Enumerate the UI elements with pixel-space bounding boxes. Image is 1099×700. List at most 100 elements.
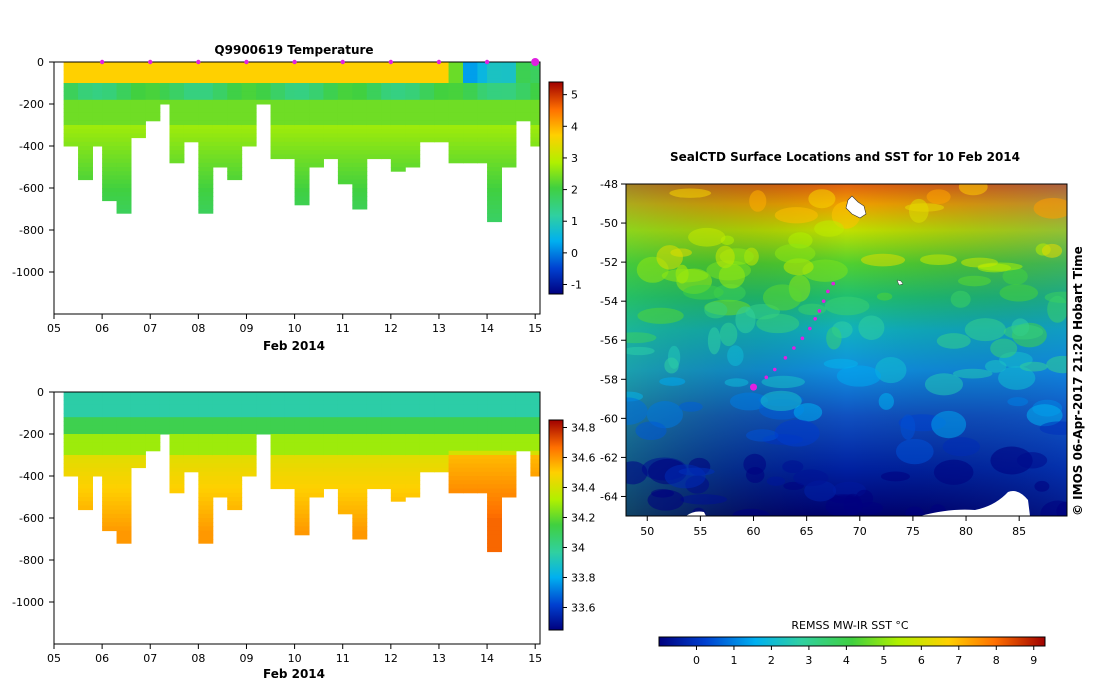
profile-cell — [530, 455, 540, 460]
profile-cell — [323, 455, 339, 460]
profile-cell — [448, 108, 464, 113]
profile-cell — [381, 95, 392, 101]
profile-cell — [198, 171, 214, 176]
track-point — [792, 346, 796, 350]
profile-cell — [309, 463, 324, 469]
profile-cell — [366, 429, 382, 435]
profile-cell — [227, 480, 243, 485]
profile-cell — [116, 530, 132, 536]
profile-cell — [227, 408, 243, 414]
profile-cell — [169, 463, 185, 469]
x-tick-label: 06 — [95, 322, 109, 335]
profile-cell — [294, 104, 310, 109]
profile-cell — [227, 467, 243, 473]
profile-cell — [405, 133, 421, 139]
profile-cell — [434, 413, 450, 418]
profile-cell — [366, 129, 382, 134]
lon-tick-label: 50 — [640, 525, 654, 538]
profile-cell — [530, 429, 540, 435]
profile-cell — [159, 417, 170, 422]
profile-cell — [309, 442, 324, 448]
profile-cell — [227, 471, 243, 477]
colorbar-tick-label: 5 — [571, 89, 578, 102]
profile-cell — [501, 158, 517, 164]
profile-cell — [515, 70, 531, 76]
profile-cell — [352, 438, 368, 443]
profile-cell — [390, 91, 406, 97]
profile-cell — [515, 404, 531, 410]
profile-cell — [352, 137, 368, 143]
sst-patch — [1046, 355, 1067, 374]
profile-cell — [130, 99, 146, 105]
profile-cell — [227, 488, 243, 494]
profile-cell — [92, 120, 103, 126]
profile-cell — [487, 116, 503, 122]
profile-cell — [130, 413, 146, 418]
profile-cell — [169, 99, 185, 105]
profile-cell — [227, 95, 243, 101]
profile-cell — [212, 104, 228, 109]
profile-cell — [352, 492, 368, 498]
profile-cell — [145, 104, 161, 109]
profile-cell — [116, 78, 132, 84]
profile-cell — [487, 120, 503, 126]
profile-cell — [241, 450, 257, 456]
profile-cell — [352, 505, 368, 511]
profile-cell — [241, 91, 257, 97]
profile-cell — [169, 104, 185, 109]
profile-cell — [337, 154, 353, 160]
profile-cell — [352, 196, 368, 202]
profile-cell — [530, 459, 540, 464]
profile-cell — [169, 62, 185, 67]
profile-cell — [390, 438, 406, 443]
profile-cell — [352, 421, 368, 427]
profile-cell — [366, 62, 382, 67]
profile-cell — [381, 62, 392, 67]
sst-colorbar — [658, 636, 1046, 647]
profile-cell — [381, 120, 392, 126]
profile-cell — [78, 392, 93, 397]
profile-cell — [78, 133, 93, 139]
profile-cell — [183, 78, 199, 84]
profile-cell — [381, 438, 392, 443]
lon-tick-label: 55 — [693, 525, 707, 538]
profile-cell — [337, 446, 353, 452]
profile-cell — [227, 116, 243, 122]
profile-cell — [198, 78, 214, 84]
profile-cell — [530, 141, 540, 147]
profile-cell — [501, 162, 517, 168]
profile-cell — [337, 141, 353, 147]
profile-cell — [448, 408, 464, 414]
colorbar-tick-label: 34 — [571, 542, 585, 555]
profile-cell — [515, 95, 531, 101]
profile-cell — [256, 91, 272, 97]
profile-cell — [434, 74, 450, 80]
profile-cell — [284, 137, 296, 143]
profile-cell — [241, 133, 257, 139]
profile-cell — [198, 104, 214, 109]
profile-cell — [130, 78, 146, 84]
profile-cell — [515, 87, 531, 92]
profile-cell — [169, 137, 185, 143]
profile-marker — [484, 59, 490, 65]
profile-cell — [323, 74, 339, 80]
profile-cell — [169, 150, 185, 155]
profile-cell — [405, 83, 421, 88]
profile-cell — [434, 455, 450, 460]
profile-cell — [78, 62, 93, 67]
profile-cell — [448, 463, 464, 469]
colorbar-tick-label: 0 — [571, 247, 578, 260]
profile-cell — [116, 196, 132, 202]
profile-cell — [309, 425, 324, 431]
profile-cell — [256, 429, 272, 435]
profile-cell — [212, 66, 228, 71]
profile-cell — [405, 463, 421, 469]
profile-cell — [294, 108, 310, 113]
profile-cell — [63, 429, 79, 435]
profile-cell — [390, 70, 406, 76]
profile-cell — [183, 91, 199, 97]
profile-cell — [92, 112, 103, 118]
profile-cell — [116, 162, 132, 168]
profile-cell — [309, 417, 324, 422]
profile-cell — [487, 438, 503, 443]
